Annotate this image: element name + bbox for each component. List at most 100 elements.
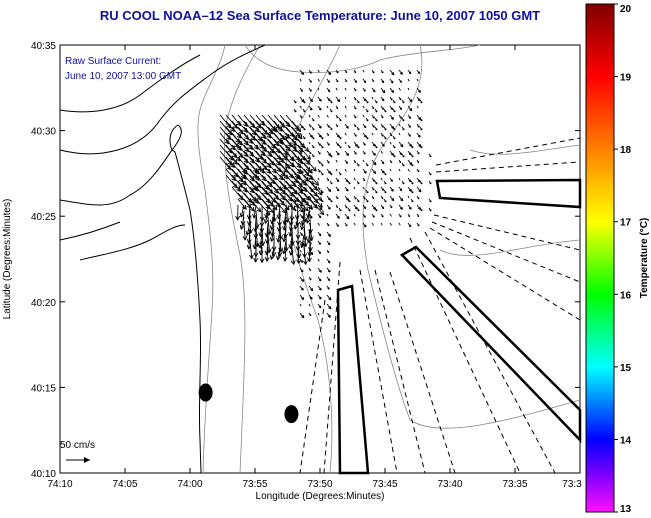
current-vector [231, 126, 242, 139]
current-vector [362, 114, 365, 118]
current-vector [231, 180, 241, 192]
current-vector-head [312, 155, 315, 158]
current-vector [407, 78, 410, 82]
current-vector [277, 228, 281, 243]
current-vector [267, 120, 278, 133]
current-vector [279, 180, 294, 197]
current-vector-head [327, 260, 331, 264]
current-vector [225, 144, 238, 158]
current-vector-head [336, 215, 340, 219]
current-vector-head [327, 314, 331, 318]
current-vector [255, 138, 267, 152]
current-vector-head [363, 125, 367, 129]
current-vector [271, 216, 275, 230]
y-tick-label: 40:25 [31, 212, 56, 223]
colorbar-tick-label: 15 [620, 363, 632, 374]
current-vector [344, 96, 347, 100]
current-vector [317, 204, 323, 211]
current-vector-head [429, 155, 432, 158]
current-vector-head [381, 215, 384, 218]
current-vector-head [372, 71, 375, 74]
current-vector-head [381, 161, 385, 165]
current-vector [237, 180, 248, 193]
current-vector [297, 198, 309, 212]
current-vector [308, 258, 311, 262]
surface-current-vectors [219, 69, 432, 319]
current-vector [344, 168, 347, 172]
current-vector [278, 216, 281, 232]
current-vector-head [408, 215, 411, 218]
current-vector-head [346, 216, 350, 220]
current-vector [308, 114, 311, 118]
current-vector-head [402, 182, 405, 185]
current-vector [285, 198, 296, 211]
current-vector [291, 156, 302, 169]
current-vector [308, 177, 311, 181]
current-vector [237, 192, 252, 209]
current-vector-head [318, 287, 322, 291]
current-vector-head [399, 152, 403, 156]
current-vector [326, 303, 332, 310]
current-vector-head [327, 206, 331, 210]
current-vector [317, 69, 320, 73]
current-vector-head [336, 80, 339, 83]
current-vector-head [303, 209, 306, 212]
current-vector-head [345, 80, 348, 83]
current-vector [299, 222, 302, 226]
current-vector-head [417, 71, 421, 75]
current-vector [380, 177, 383, 181]
current-vector-head [373, 170, 377, 175]
colorbar-tick-label: 14 [620, 435, 632, 446]
current-vector [237, 132, 249, 146]
current-vector [335, 168, 338, 172]
current-vector-head [328, 297, 332, 301]
current-vector [301, 216, 305, 230]
current-vector-head [357, 164, 360, 167]
current-vector-head [363, 170, 367, 174]
current-vector [243, 132, 253, 144]
current-vector [297, 168, 309, 182]
current-vector-head [417, 224, 420, 227]
current-vector-head [339, 137, 342, 140]
current-vector-head [328, 233, 331, 237]
current-vector-head [330, 200, 333, 203]
y-axis-label: Latitude (Degrees:Minutes) [2, 199, 13, 320]
coastline [59, 44, 266, 474]
current-vector-head [366, 164, 369, 167]
current-vector-head [319, 207, 323, 211]
current-vector-head [309, 152, 312, 155]
current-vector [308, 303, 311, 307]
current-vector [225, 114, 238, 129]
current-vector [309, 222, 313, 241]
current-vector-head [302, 260, 308, 265]
colorbar [585, 3, 615, 513]
current-vector-head [381, 107, 384, 110]
current-vector [317, 114, 320, 118]
current-vector [407, 96, 413, 103]
scale-arrow [66, 457, 90, 463]
current-vector-head [339, 209, 342, 212]
current-vector [231, 174, 243, 188]
current-vector-head [298, 207, 304, 213]
current-vector [407, 87, 410, 91]
current-vector [308, 222, 311, 226]
current-vector-head [417, 125, 420, 128]
current-vector [371, 96, 374, 100]
current-vector-head [269, 255, 275, 260]
current-vector-head [300, 89, 303, 92]
current-vector [267, 132, 280, 147]
current-vector-head [390, 161, 393, 164]
current-vector [279, 120, 294, 137]
current-vector [261, 156, 272, 169]
current-vector-head [384, 137, 387, 140]
current-vector-head [235, 215, 241, 221]
current-vector-head [330, 173, 333, 176]
current-vector-head [354, 161, 357, 164]
colorbar-tick-label: 16 [620, 290, 632, 301]
current-vector [249, 216, 252, 234]
current-vector-head [429, 173, 432, 176]
current-vector [291, 246, 295, 265]
current-vector-head [294, 191, 297, 194]
current-vector [283, 228, 287, 242]
